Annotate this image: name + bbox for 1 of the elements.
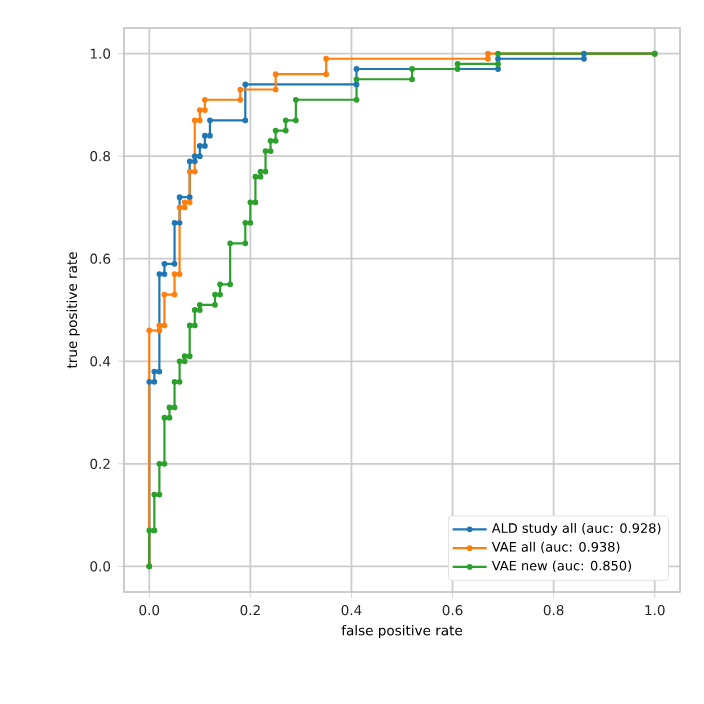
line-series [146, 50, 658, 570]
